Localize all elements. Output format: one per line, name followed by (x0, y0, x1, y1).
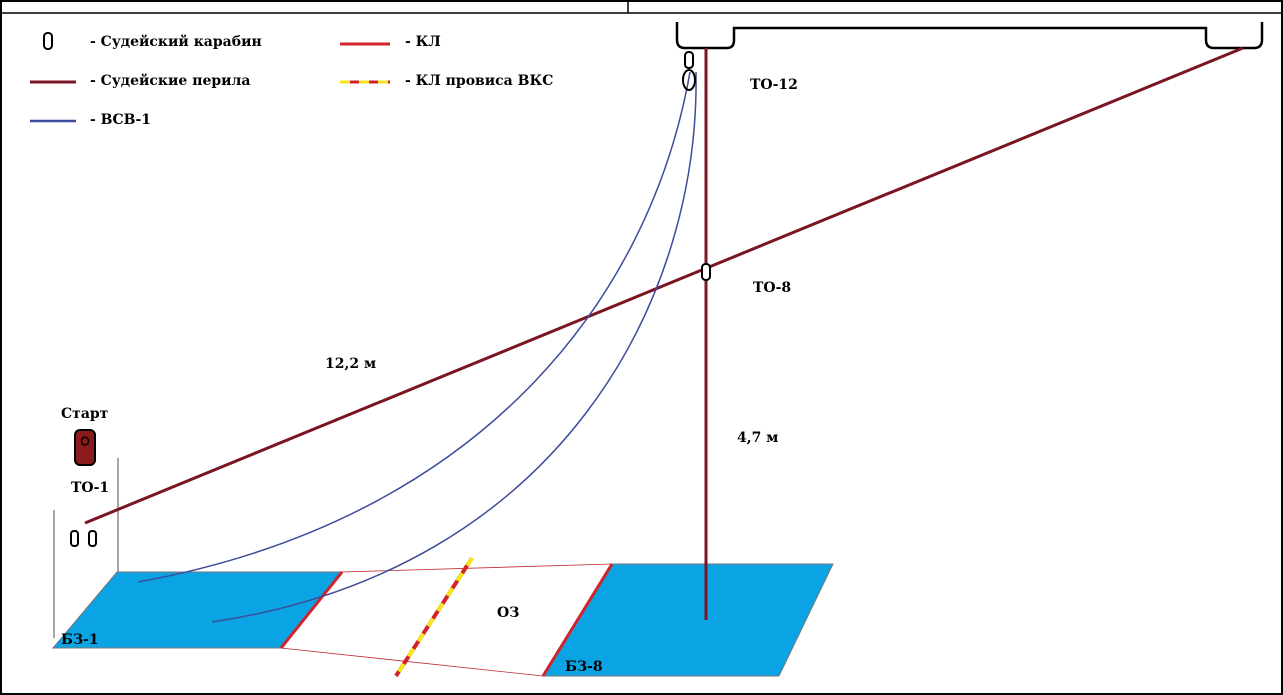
start-marker-icon (74, 429, 96, 466)
carabiner-icon-to1-b (88, 530, 97, 547)
legend-judge-rail-label: - Судейские перила (90, 73, 251, 89)
bz1-kl-edge (279, 571, 344, 649)
vsv-line-2 (211, 71, 697, 623)
label-bz8: БЗ-8 (565, 659, 603, 675)
start-marker-dot (80, 436, 90, 446)
carabiner-ring-to12 (682, 69, 696, 91)
carabiner-icon-to12 (684, 51, 694, 69)
label-bz1: БЗ-1 (61, 632, 99, 648)
oz-edge-bottom (280, 647, 544, 677)
carabiner-icon-to8 (701, 263, 711, 281)
legend-carabiner-icon (43, 32, 53, 50)
label-start: Старт (61, 406, 109, 422)
legend-kl-sag-label: - КЛ провиса ВКС (405, 73, 554, 89)
vsv-line-1 (137, 71, 691, 583)
ceiling-beam (675, 22, 1264, 50)
kl-sag-line-yellow (394, 556, 474, 678)
legend-carabiner-label: - Судейский карабин (90, 34, 262, 50)
label-dist-vertical: 4,7 м (737, 430, 779, 446)
oz-edge-top (341, 563, 613, 573)
diagonal-judge-rail (84, 46, 1244, 525)
label-to8: ТО-8 (753, 280, 792, 296)
carabiner-icon-to1-a (70, 530, 79, 547)
legend-kl-label: - КЛ (405, 34, 441, 50)
bz8-kl-edge (541, 563, 614, 677)
label-to1: ТО-1 (71, 480, 110, 496)
legend-vsv-label: - ВСВ-1 (90, 112, 152, 128)
label-oz: ОЗ (497, 605, 520, 621)
label-to12: ТО-12 (750, 77, 798, 93)
label-dist-rail: 12,2 м (325, 356, 377, 372)
